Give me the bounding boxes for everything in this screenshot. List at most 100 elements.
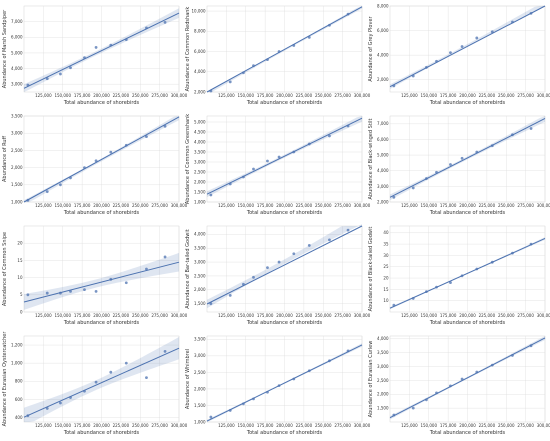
data-point <box>145 26 148 30</box>
data-point <box>460 377 464 381</box>
data-point <box>94 46 98 49</box>
data-point <box>266 390 269 394</box>
x-tick-label: 250,000 <box>315 313 332 318</box>
y-tick-label: 1,500 <box>194 189 206 194</box>
y-tick-label: 2,000 <box>11 165 23 170</box>
y-tick-label: 1,500 <box>194 301 206 306</box>
scatter-panel-1: 3,000 4,000 5,000 6,000 7,000 125,000 150,000 1… <box>2 5 188 106</box>
data-point <box>242 175 245 179</box>
x-tick-label: 175,000 <box>74 423 91 428</box>
regression-line <box>389 5 546 88</box>
x-tick-label: 300,000 <box>354 93 371 98</box>
x-axis-label: Total abundance of shorebirds <box>429 320 506 326</box>
y-tick-label: 7,000 <box>377 121 389 126</box>
data-point <box>346 228 350 232</box>
data-point <box>425 66 428 69</box>
x-tick-label: 225,000 <box>479 313 496 318</box>
data-point <box>449 163 452 166</box>
data-point <box>490 260 494 264</box>
y-tick-label: 6,000 <box>377 137 389 142</box>
scatter-panel-11: 1,000 1,500 2,000 2,500 3,000 3,500 125,000 150… <box>185 335 371 436</box>
x-tick-label: 300,000 <box>171 313 188 318</box>
data-point <box>242 71 245 75</box>
scatter-panel-5: 1,000 1,500 2,000 2,500 3,000 3,500 4,000 4,500… <box>185 114 371 216</box>
y-tick-label: 35 <box>383 242 389 247</box>
data-point <box>511 354 514 357</box>
x-tick-label: 150,000 <box>420 93 437 98</box>
data-point <box>45 77 49 81</box>
data-point <box>59 401 62 405</box>
x-tick-label: 150,000 <box>54 203 71 208</box>
scatter-panel-4: 1,000 1,500 2,000 2,500 3,000 3,500 125,000 150… <box>2 113 188 216</box>
y-tick-label: 3,000 <box>194 259 206 264</box>
data-point <box>26 414 30 418</box>
data-point <box>328 134 331 138</box>
y-tick-label: 3,500 <box>194 246 206 251</box>
x-tick-label: 125,000 <box>35 93 52 98</box>
confidence-band <box>24 337 179 422</box>
data-point <box>69 176 72 180</box>
y-tick-label: 4,000 <box>377 53 389 58</box>
y-tick-label: 4,000 <box>377 336 389 341</box>
y-tick-label: 3,000 <box>11 82 23 87</box>
y-tick-label: 2,000 <box>194 89 206 94</box>
y-tick-label: 2,500 <box>194 370 206 375</box>
y-tick-label: 1,000 <box>194 199 206 204</box>
data-point <box>266 266 269 270</box>
x-tick-label: 300,000 <box>537 313 550 318</box>
scatter-panel-7: 0 5 10 15 20 125,000 150,000 175,000 200,000 225,… <box>2 225 188 326</box>
x-tick-label: 250,000 <box>498 313 515 318</box>
data-point <box>69 396 72 399</box>
y-tick-label: 5,000 <box>11 50 23 55</box>
data-point <box>94 289 98 293</box>
x-tick-label: 250,000 <box>315 423 332 428</box>
x-axis-label: Total abundance of shorebirds <box>246 210 323 216</box>
y-tick-label: 3,000 <box>194 159 206 164</box>
y-tick-label: 2,500 <box>11 148 23 153</box>
scatter-panel-12: 1,500 2,000 2,500 3,000 3,500 4,000 125,000 150… <box>368 335 550 436</box>
data-point <box>109 277 113 281</box>
regression-line <box>23 347 180 418</box>
data-point <box>252 167 255 171</box>
x-tick-label: 150,000 <box>54 423 71 428</box>
y-tick-label: 3,000 <box>11 131 23 136</box>
x-tick-label: 200,000 <box>276 93 293 98</box>
data-point <box>252 397 255 401</box>
y-tick-label: 4,000 <box>377 168 389 173</box>
data-point <box>490 30 494 34</box>
scatter-panel-10: 400 600 800 1,000 1,200 125,000 150,000 175,000… <box>2 331 188 436</box>
scatter-panel-2: 2,000 4,000 6,000 8,000 10,000 125,000 150,000… <box>185 5 371 106</box>
x-tick-label: 300,000 <box>537 203 550 208</box>
x-tick-label: 275,000 <box>151 203 168 208</box>
data-point <box>346 124 350 128</box>
x-tick-label: 125,000 <box>401 423 418 428</box>
x-tick-label: 225,000 <box>296 93 313 98</box>
y-tick-label: 10,000 <box>192 8 206 13</box>
regression-line <box>23 116 180 203</box>
y-tick-label: 2,000 <box>377 199 389 204</box>
data-point <box>475 150 479 154</box>
data-point <box>475 370 479 374</box>
x-tick-label: 125,000 <box>218 423 235 428</box>
data-point <box>307 369 311 373</box>
y-tick-label: 3,500 <box>194 337 206 342</box>
x-tick-label: 175,000 <box>440 423 457 428</box>
data-point <box>292 150 296 154</box>
x-tick-label: 200,000 <box>93 423 110 428</box>
x-tick-label: 175,000 <box>74 313 91 318</box>
x-tick-label: 275,000 <box>517 423 534 428</box>
data-point <box>145 376 148 380</box>
y-tick-label: 2,500 <box>377 378 389 383</box>
data-point <box>124 143 128 147</box>
data-point <box>425 177 428 180</box>
x-tick-label: 175,000 <box>257 423 274 428</box>
x-tick-label: 275,000 <box>517 313 534 318</box>
data-point <box>242 282 245 286</box>
data-point <box>83 288 86 292</box>
data-point <box>266 159 269 163</box>
x-tick-label: 200,000 <box>93 93 110 98</box>
data-point <box>392 303 396 307</box>
y-tick-label: 3,000 <box>377 364 389 369</box>
x-tick-label: 300,000 <box>354 423 371 428</box>
